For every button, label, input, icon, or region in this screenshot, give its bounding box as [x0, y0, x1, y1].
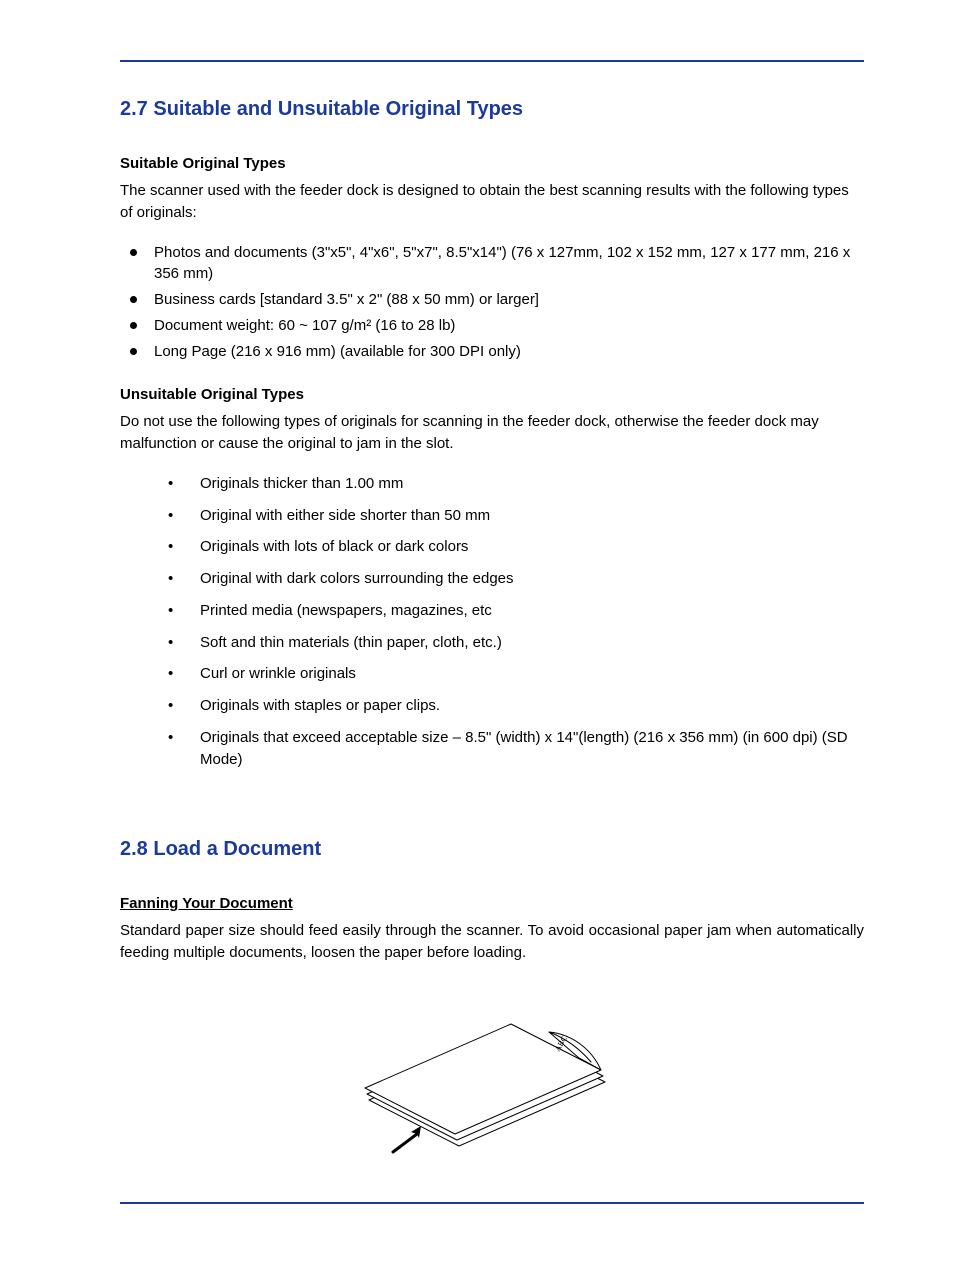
list-item: Curl or wrinkle originals [160, 663, 864, 685]
list-item: Printed media (newspapers, magazines, et… [160, 600, 864, 622]
suitable-intro: The scanner used with the feeder dock is… [120, 180, 864, 224]
fanning-figure: ABC [120, 982, 864, 1162]
list-item: Originals that exceed acceptable size – … [160, 727, 864, 771]
suitable-list: Photos and documents (3"x5", 4"x6", 5"x7… [120, 242, 864, 363]
suitable-title: Suitable Original Types [120, 155, 864, 172]
list-item: Long Page (216 x 916 mm) (available for … [120, 341, 864, 363]
paper-fan-icon: ABC [347, 982, 637, 1162]
list-item: Soft and thin materials (thin paper, clo… [160, 632, 864, 654]
list-item: Originals with lots of black or dark col… [160, 536, 864, 558]
list-item: Originals with staples or paper clips. [160, 695, 864, 717]
top-rule [120, 60, 864, 62]
list-item: Photos and documents (3"x5", 4"x6", 5"x7… [120, 242, 864, 286]
list-item: Original with dark colors surrounding th… [160, 568, 864, 590]
section-2-8-heading: 2.8 Load a Document [120, 838, 864, 861]
fanning-body: Standard paper size should feed easily t… [120, 920, 864, 964]
fanning-title: Fanning Your Document [120, 895, 864, 912]
list-item: Document weight: 60 ~ 107 g/m² (16 to 28… [120, 315, 864, 337]
document-page: 2.7 Suitable and Unsuitable Original Typ… [0, 0, 954, 1264]
unsuitable-intro: Do not use the following types of origin… [120, 411, 864, 455]
bottom-rule [120, 1202, 864, 1204]
list-item: Business cards [standard 3.5" x 2" (88 x… [120, 289, 864, 311]
list-item: Original with either side shorter than 5… [160, 505, 864, 527]
unsuitable-title: Unsuitable Original Types [120, 386, 864, 403]
unsuitable-list: Originals thicker than 1.00 mm Original … [160, 473, 864, 771]
list-item: Originals thicker than 1.00 mm [160, 473, 864, 495]
section-2-7-heading: 2.7 Suitable and Unsuitable Original Typ… [120, 98, 864, 121]
